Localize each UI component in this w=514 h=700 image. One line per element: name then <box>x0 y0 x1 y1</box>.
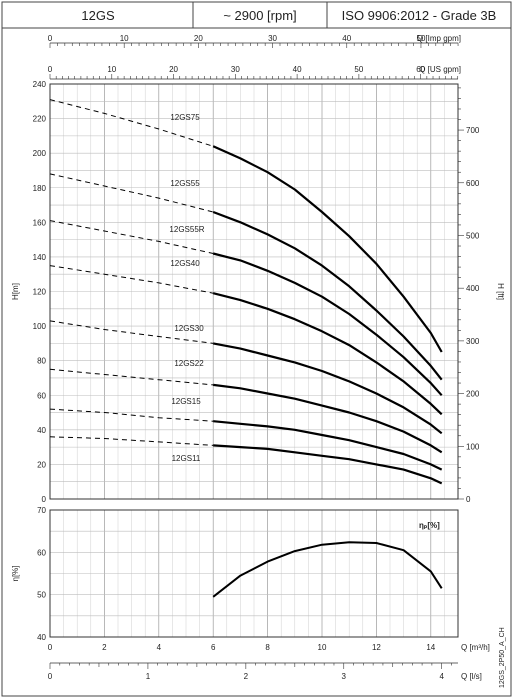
q-m3h-tick-label: 12 <box>372 643 381 652</box>
eff-tick-label: 70 <box>37 506 46 515</box>
series-label: 12GS30 <box>174 324 204 333</box>
side-code: 12GS_2P50_A_CH <box>499 627 506 688</box>
efficiency-series-label: ηₚ[%] <box>419 521 440 530</box>
us-gpm-tick-label: 60 <box>416 65 425 74</box>
imp-gpm-axis-label: Q [Imp gpm] <box>417 34 461 43</box>
q-m3h-axis-label: Q [m³/h] <box>461 643 490 652</box>
head-curve <box>212 342 443 435</box>
series-label: 12GS55R <box>169 225 204 234</box>
imp-gpm-tick-label: 0 <box>48 34 53 43</box>
h-m-tick-label: 40 <box>37 426 46 435</box>
chart-drawing: 0 10 20 30 40 50Q [Imp gpm]0 10 20 30 40 50 60Q [US… <box>11 34 505 681</box>
series-label: 12GS75 <box>170 113 200 122</box>
h-m-tick-label: 120 <box>33 288 47 297</box>
q-ls-tick-label: 4 <box>439 672 444 681</box>
head-curve <box>213 383 443 454</box>
eff-axis-label: η[%] <box>11 565 20 581</box>
imp-gpm-tick-label: 30 <box>268 34 277 43</box>
h-m-tick-label: 60 <box>37 391 46 400</box>
q-m3h-tick-label: 10 <box>318 643 327 652</box>
head-curve-dashed <box>49 220 214 254</box>
us-gpm-tick-label: 20 <box>169 65 178 74</box>
q-m3h-tick-label: 2 <box>102 643 107 652</box>
head-curve <box>212 145 443 353</box>
q-m3h-tick-label: 0 <box>48 643 53 652</box>
h-m-axis-label: H[m] <box>11 283 20 300</box>
series-label: 12GS40 <box>170 259 200 268</box>
q-ls-tick-label: 0 <box>48 672 53 681</box>
h-ft-tick-label: 300 <box>466 337 480 346</box>
eff-tick-label: 60 <box>37 548 46 557</box>
imp-gpm-tick-label: 50 <box>417 34 426 43</box>
head-curve <box>212 292 443 416</box>
q-m3h-tick-label: 14 <box>426 643 435 652</box>
h-m-tick-label: 140 <box>33 253 47 262</box>
q-ls-tick-label: 2 <box>244 672 249 681</box>
q-m3h-tick-label: 6 <box>211 643 216 652</box>
h-m-tick-label: 220 <box>33 115 47 124</box>
q-ls-axis-label: Q [l/s] <box>461 672 482 681</box>
header-speed: ~ 2900 [rpm] <box>223 8 296 23</box>
header-model: 12GS <box>81 8 115 23</box>
h-ft-tick-label: 600 <box>466 179 480 188</box>
h-ft-tick-label: 400 <box>466 284 480 293</box>
eff-tick-label: 40 <box>37 633 46 642</box>
h-m-tick-label: 240 <box>33 80 47 89</box>
h-ft-tick-label: 700 <box>466 126 480 135</box>
q-ls-tick-label: 3 <box>342 672 347 681</box>
header-bar: 12GS ~ 2900 [rpm] ISO 9906:2012 - Grade … <box>1 1 512 29</box>
head-curve <box>213 420 443 471</box>
head-curve <box>212 252 443 397</box>
head-curve <box>213 444 443 485</box>
imp-gpm-tick-label: 20 <box>194 34 203 43</box>
head-curve-dashed <box>49 99 214 147</box>
h-ft-tick-label: 200 <box>466 390 480 399</box>
us-gpm-tick-label: 10 <box>107 65 116 74</box>
header-standard: ISO 9906:2012 - Grade 3B <box>342 8 497 23</box>
efficiency-curve <box>212 541 443 598</box>
plot-frame <box>49 509 459 638</box>
h-m-tick-label: 100 <box>33 322 47 331</box>
head-curve-dashed <box>49 368 214 386</box>
us-gpm-tick-label: 40 <box>293 65 302 74</box>
h-ft-axis-label: H [ft] <box>496 283 505 300</box>
series-label: 12GS15 <box>171 397 201 406</box>
eff-tick-label: 50 <box>37 591 46 600</box>
series-label: 12GS11 <box>172 454 201 463</box>
head-curve-dashed <box>49 173 214 213</box>
h-ft-tick-label: 500 <box>466 231 480 240</box>
series-label: 12GS55 <box>170 179 200 188</box>
h-m-tick-label: 160 <box>33 218 47 227</box>
us-gpm-tick-label: 0 <box>48 65 53 74</box>
us-gpm-axis-label: Q [US gpm] <box>419 65 461 74</box>
us-gpm-tick-label: 30 <box>231 65 240 74</box>
imp-gpm-tick-label: 40 <box>342 34 351 43</box>
outer-frame <box>1 27 512 697</box>
q-m3h-tick-label: 8 <box>265 643 270 652</box>
h-m-tick-label: 0 <box>42 495 47 504</box>
h-m-tick-label: 80 <box>37 357 46 366</box>
head-curve-dashed <box>49 320 214 344</box>
q-ls-tick-label: 1 <box>146 672 151 681</box>
us-gpm-tick-label: 50 <box>354 65 363 74</box>
h-ft-tick-label: 100 <box>466 442 480 451</box>
h-m-tick-label: 180 <box>33 184 47 193</box>
h-m-tick-label: 20 <box>37 460 46 469</box>
plot-frame <box>49 83 459 500</box>
h-m-tick-label: 200 <box>33 149 47 158</box>
head-curve-dashed <box>49 436 214 446</box>
imp-gpm-tick-label: 10 <box>120 34 129 43</box>
head-curve-dashed <box>49 408 214 422</box>
head-curve-dashed <box>49 265 214 294</box>
head-curve <box>212 210 443 381</box>
series-label: 12GS22 <box>174 359 204 368</box>
q-m3h-tick-label: 4 <box>157 643 162 652</box>
h-ft-tick-label: 0 <box>466 495 471 504</box>
